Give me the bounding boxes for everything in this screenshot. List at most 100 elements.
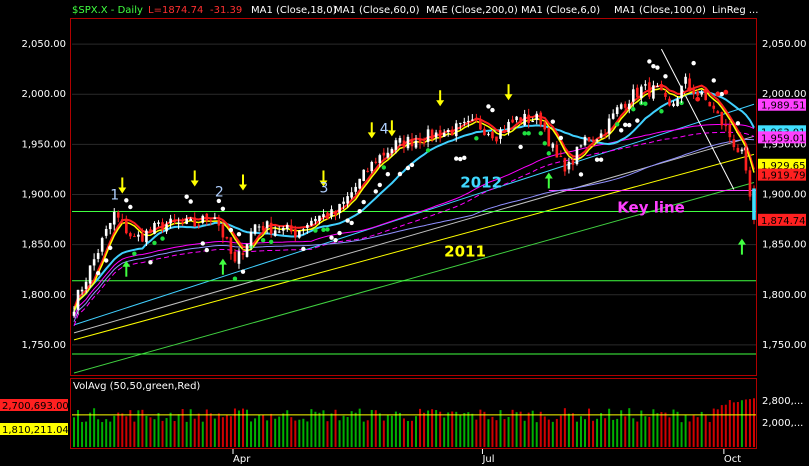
candle-body: [591, 139, 595, 141]
volume-bar: [423, 412, 426, 447]
green-long-trendline: [73, 181, 755, 374]
volume-bar: [173, 421, 176, 447]
candle-body: [197, 224, 201, 226]
volume-tag-bg-1: [0, 423, 68, 435]
candle-body: [261, 225, 265, 231]
study-linreg: LinReg ...: [712, 5, 758, 16]
y-axis-right: 2,050.00 2,000.00 1,950.00 1,900.00 1,850.00…: [762, 39, 807, 351]
candle-body: [479, 119, 482, 130]
signal-dot-white: [558, 135, 564, 141]
price-tags: 1,989.511,963.011,959.011,929.651,919.79…: [758, 98, 806, 227]
annotation-5: 2011: [444, 243, 486, 261]
y-tick-left-5: 1,800.00: [21, 290, 66, 301]
volume-bar: [350, 411, 353, 447]
volume-bar: [346, 417, 349, 447]
volume-bar: [479, 409, 482, 447]
candle-body: [237, 251, 241, 264]
candle-body: [205, 213, 209, 221]
candle-body: [189, 218, 192, 221]
volume-bar: [483, 411, 486, 447]
volume-bar: [435, 410, 438, 447]
y-tick-right-0: 2,050.00: [762, 39, 807, 50]
candle-body: [712, 105, 716, 109]
candle-body: [104, 229, 108, 236]
price-tag-4: 1,919.79: [761, 171, 806, 182]
volume-bar: [93, 408, 96, 447]
volume-bar: [491, 416, 494, 447]
volume-bar: [672, 409, 675, 447]
y-tick-right-2: 1,950.00: [762, 139, 807, 150]
candle-body: [519, 117, 522, 123]
candle-body: [716, 111, 720, 114]
candle-body: [112, 211, 116, 225]
volume-y-tick-1: 2,000,...: [762, 418, 803, 429]
signal-dot-white: [204, 247, 209, 253]
arrow-down-head-1: [190, 180, 199, 187]
volume-bar: [141, 409, 144, 447]
volume-bar: [270, 413, 273, 447]
volume-bar: [684, 414, 687, 447]
candle-body: [153, 222, 156, 234]
candle-body: [434, 132, 438, 138]
candle-body: [684, 76, 687, 84]
y-tick-left-1: 2,000.00: [21, 89, 66, 100]
volume-bar: [101, 422, 104, 447]
volume-bar: [161, 420, 164, 447]
volume-bar: [644, 416, 647, 447]
volume-bar: [109, 421, 112, 447]
volume-bar: [310, 409, 313, 447]
volume-bar: [354, 412, 357, 447]
candle-body: [161, 222, 164, 230]
volume-bar: [302, 418, 305, 447]
candle-body: [539, 112, 543, 125]
volume-bar: [692, 415, 695, 447]
candle-body: [92, 259, 96, 266]
candle-body: [382, 152, 386, 156]
volume-bar: [262, 414, 265, 447]
volume-bar: [89, 412, 92, 447]
volume-bar: [306, 421, 309, 447]
signal-dot-green: [313, 228, 318, 233]
candle-body: [100, 238, 104, 252]
signal-dot-white: [361, 199, 366, 205]
candle-body: [523, 113, 526, 126]
candle-body: [555, 144, 559, 158]
volume-bar: [688, 421, 691, 447]
candle-body: [149, 229, 152, 232]
volume-bar: [471, 413, 474, 447]
candle-body: [611, 113, 615, 119]
candle-body: [310, 220, 313, 226]
y-tick-left-4: 1,850.00: [21, 240, 66, 251]
candle-body: [330, 209, 333, 217]
volume-panel-frame: [70, 378, 757, 449]
volume-bar: [543, 416, 546, 447]
candle-body: [277, 231, 281, 233]
candle-body: [294, 229, 297, 238]
annotation-0: 1: [110, 188, 119, 204]
candle-body: [177, 222, 180, 224]
annotation-4: 2012: [460, 173, 502, 191]
volume-bar: [105, 419, 108, 447]
volume-bar: [278, 416, 281, 447]
signal-dot-white: [663, 74, 668, 79]
price-panel-frame: [70, 18, 757, 376]
volume-bar: [205, 409, 208, 447]
signal-dot-green: [325, 227, 330, 232]
signal-dot-green: [643, 101, 648, 106]
price-tag-bg-5: [758, 213, 806, 226]
volume-bar: [740, 400, 743, 447]
candle-body: [627, 103, 631, 110]
candle-body: [527, 114, 530, 123]
volume-bar: [342, 415, 345, 447]
volume-bar: [539, 411, 542, 447]
signal-dot-green: [132, 251, 137, 256]
candle-body: [515, 116, 518, 121]
candle-body: [245, 243, 249, 257]
signal-arrows: [118, 84, 746, 277]
candle-body: [462, 121, 466, 123]
white-lower-trendline: [73, 135, 755, 334]
volume-bar: [511, 409, 514, 447]
volume-bar: [555, 418, 558, 447]
